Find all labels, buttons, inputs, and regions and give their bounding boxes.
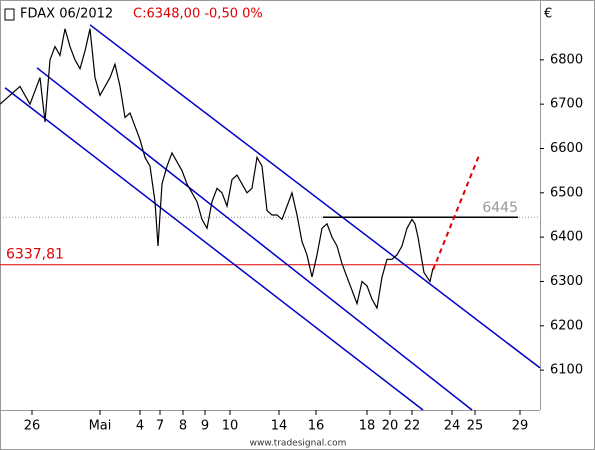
x-tick-label: 4 [136,419,144,434]
x-tick-label: 16 [308,419,325,434]
level-label: 6445 [482,200,518,216]
x-tick-label: 24 [444,419,461,434]
y-tick-label: 6300 [550,274,583,289]
footer: www.tradesignal.com [250,439,347,449]
channel-line [89,24,541,369]
x-tick-label: 9 [201,419,209,434]
y-tick-label: 6600 [550,141,583,156]
price-line [0,28,434,310]
x-tick-label: 18 [359,419,376,434]
y-tick-label: 6800 [550,52,583,67]
x-tick-label: Mai [89,419,112,434]
level-label: 6337,81 [6,247,64,263]
channel-line [4,87,424,411]
x-tick-label: 29 [512,419,529,434]
projection-line [432,152,481,271]
chart-title: FDAX 06/2012 [20,7,113,22]
quote: C:6348,00 -0,50 0% [133,7,263,22]
x-tick-label: 25 [467,419,484,434]
x-tick-label: 14 [271,419,288,434]
y-tick-label: 6400 [550,230,583,245]
y-tick-label: 6100 [550,363,583,378]
x-tick-label: 10 [222,419,239,434]
x-tick-label: 22 [404,419,421,434]
y-tick-label: 6700 [550,97,583,112]
y-tick-label: 6500 [550,185,583,200]
x-tick-label: 20 [382,419,399,434]
currency: € [544,7,552,22]
x-tick-label: 26 [24,419,41,434]
x-tick-label: 8 [179,419,187,434]
channel-line [36,67,473,411]
chart-icon [4,8,15,21]
y-tick-label: 6200 [550,318,583,333]
x-tick-label: 7 [156,419,164,434]
